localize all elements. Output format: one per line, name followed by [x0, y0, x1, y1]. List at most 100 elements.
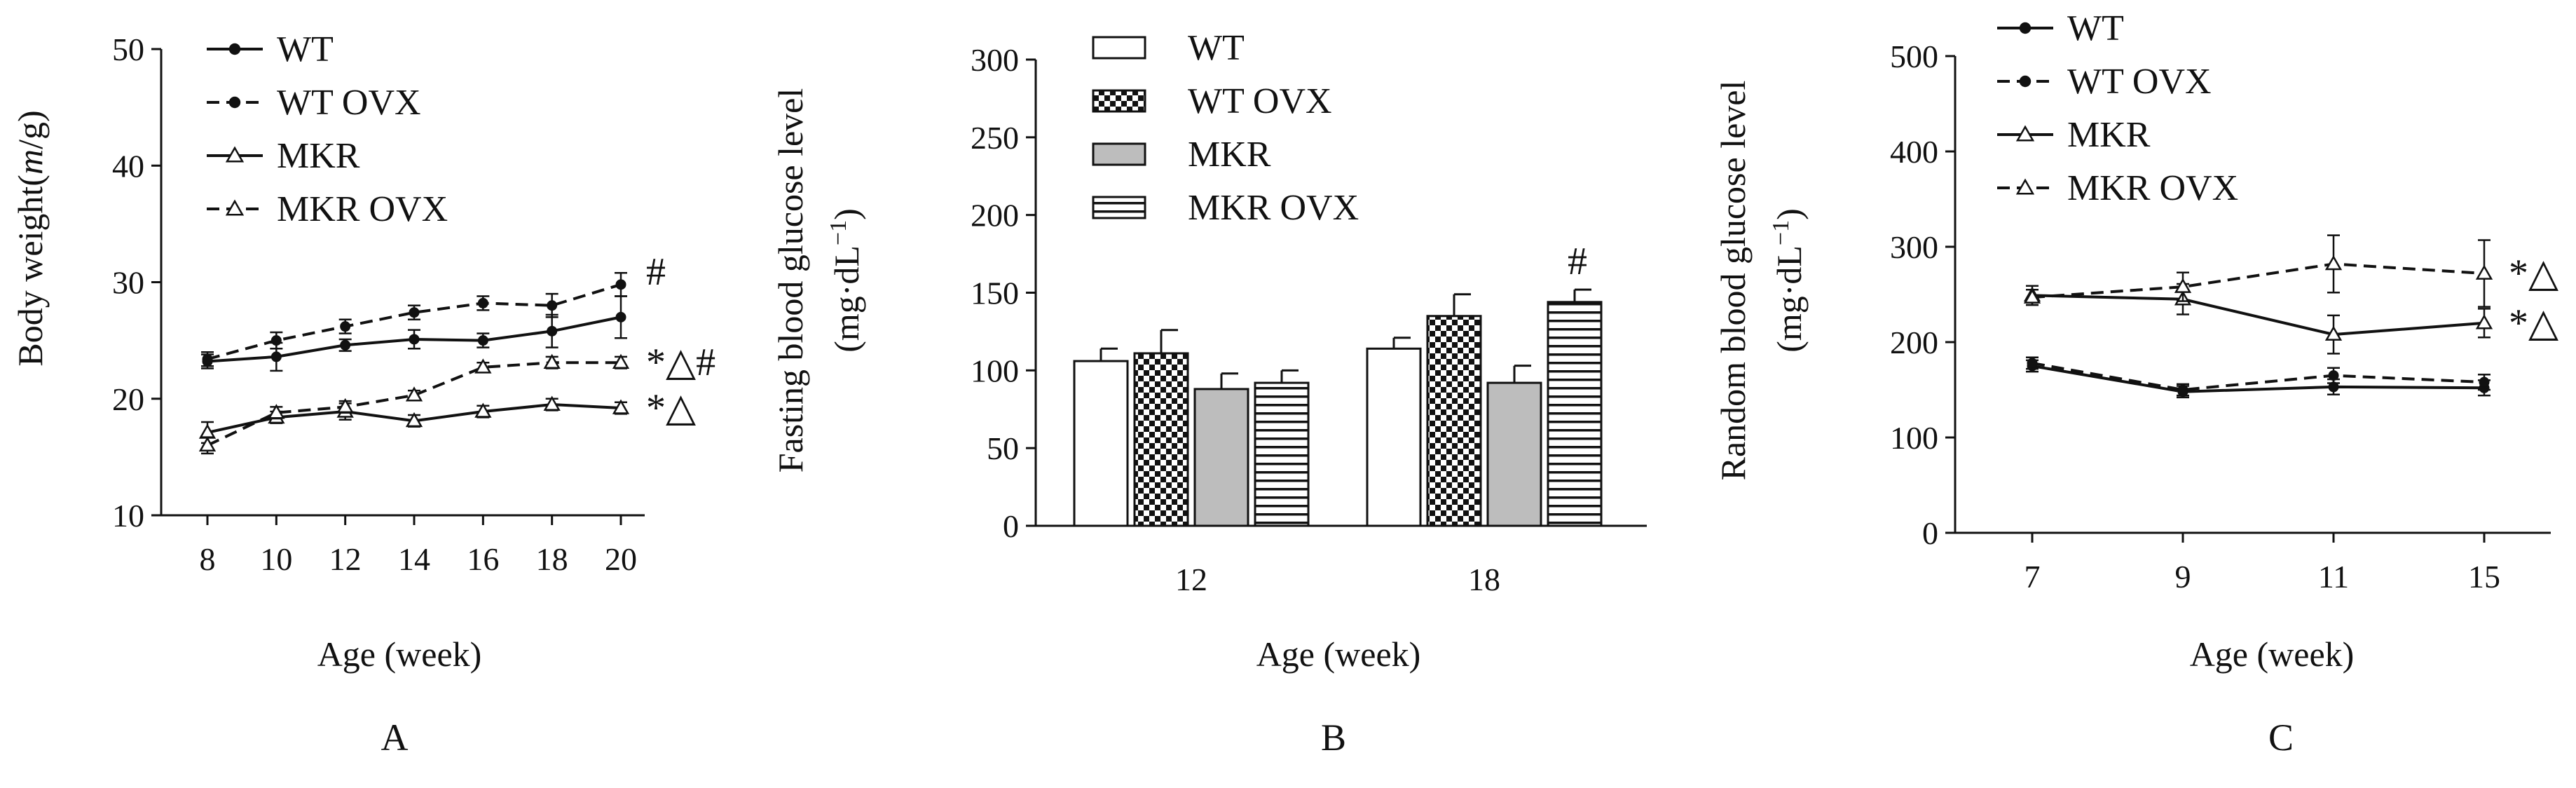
panel-a-point — [268, 404, 285, 419]
panel-a-point — [474, 402, 492, 418]
panel-a-x-tick-label: 18 — [536, 541, 568, 577]
panel-a-point — [543, 395, 561, 411]
panel-a-y-tick-label: 20 — [112, 381, 144, 417]
panel-b-legend-label: MKR OVX — [1188, 188, 1359, 228]
panel-a-ylabel-part-3: /g) — [11, 110, 50, 149]
panel-a-point — [336, 398, 354, 414]
panel-a-ylabel: Body weight(m/g) — [11, 110, 50, 366]
panel-c-series-line — [2032, 294, 2485, 337]
panel-b-legend-swatch — [1092, 142, 1146, 166]
panel-b-legend-swatch — [1092, 89, 1146, 113]
panel-c-series-line — [2032, 361, 2485, 392]
panel-c-x-tick-label: 9 — [2175, 559, 2191, 595]
panel-b-annotation: # — [1568, 240, 1587, 283]
panel-a-point — [612, 399, 630, 414]
panel-a-point — [547, 325, 558, 337]
panel-b-marks: 0 50 100 150 200 250 300 12 18 # WT WT OVX MKR MKR OV… — [971, 28, 1647, 597]
panel-a-y-tick-label: 40 — [112, 148, 144, 184]
panel-a-xlabel: Age (week) — [317, 634, 482, 674]
panel-a-point — [615, 311, 626, 322]
panel-c-point — [2027, 358, 2038, 369]
panel-a-legend-label: MKR — [277, 136, 360, 176]
panel-c-legend-marker — [2015, 178, 2035, 195]
panel-a-x-tick-label: 10 — [260, 541, 292, 577]
panel-c-legend-marker — [2019, 22, 2032, 34]
panel-b-legend-swatch — [1092, 36, 1146, 60]
panel-c-y-tick-label: 200 — [1890, 325, 1938, 360]
panel-a-annotation: *△ — [646, 386, 696, 430]
panel-a-point — [198, 436, 217, 451]
panel-c-letter: C — [2268, 716, 2294, 759]
panel-c-series-line — [2032, 262, 2485, 299]
panel-a-legend-marker — [228, 96, 241, 109]
panel-a-point — [202, 353, 213, 365]
panel-a-legend-label: WT OVX — [277, 83, 421, 123]
panel-c-point — [2023, 288, 2041, 304]
panel-c-legend-label: MKR OVX — [2067, 168, 2238, 208]
panel-a-point — [409, 334, 420, 345]
panel-b-y-tick-label: 100 — [971, 353, 1019, 388]
panel-b-ylabel-unit-text: (mg·dL — [827, 245, 866, 353]
panel-a-ylabel-part-2: m — [11, 149, 50, 175]
panel-a-annotation: *△# — [646, 341, 715, 384]
panel-c-ylabel-unit-close: ) — [1769, 208, 1809, 220]
panel-a-point — [477, 297, 488, 308]
panel-c-y-tick-label: 400 — [1890, 134, 1938, 170]
panel-a-letter: A — [381, 716, 409, 759]
panel-a-ylabel-part-1: Body weight( — [11, 175, 50, 367]
panel-c-point — [2479, 376, 2490, 388]
panel-b-legend-label: WT — [1188, 28, 1245, 68]
panel-a-point — [547, 300, 558, 311]
panel-b-ylabel-unit: (mg·dL−1) — [825, 208, 866, 353]
panel-a-point — [340, 321, 351, 332]
panel-c-y-tick-label: 500 — [1890, 39, 1938, 74]
panel-b-legend-label: WT OVX — [1188, 81, 1332, 121]
panel-b-y-tick-label: 200 — [971, 198, 1019, 233]
panel-a-legend-marker — [228, 43, 241, 55]
panel-b-bar — [1547, 301, 1603, 527]
panel-b-y-tick-label: 250 — [971, 120, 1019, 156]
panel-c: 0 100 200 300 400 500 7 9 11 15 *△ *△ WT WT OVX MKR MKR… — [1713, 8, 2558, 759]
panel-c-point — [2475, 314, 2493, 330]
panel-b-x-tick-label: 12 — [1175, 562, 1207, 597]
panel-b-y-tick-label: 300 — [971, 42, 1019, 78]
panel-c-marks: 0 100 200 300 400 500 7 9 11 15 *△ *△ WT WT OVX MKR MKR… — [1890, 8, 2558, 595]
panel-c-point — [2324, 254, 2343, 271]
panel-c-ylabel-unit-text: (mg·dL — [1769, 245, 1809, 353]
panel-a-point — [477, 335, 488, 346]
panel-a-point — [409, 307, 420, 318]
panel-a-y-tick-label: 50 — [112, 32, 144, 67]
panel-b-bar — [1254, 381, 1310, 527]
panel-c-point — [2324, 325, 2343, 341]
panel-b: 0 50 100 150 200 250 300 12 18 # WT WT OVX MKR MKR OV… — [771, 28, 1647, 759]
panel-b-bar — [1133, 352, 1189, 527]
panel-a-legend-marker — [225, 199, 245, 216]
panel-a-point — [612, 353, 630, 369]
panel-b-x-tick-label: 18 — [1468, 562, 1500, 597]
panel-c-annotation: *△ — [2509, 252, 2558, 295]
panel-b-y-tick-label: 50 — [987, 430, 1019, 466]
panel-c-ylabel: Random blood glucose level — [1713, 81, 1753, 481]
panel-c-legend-label: MKR — [2067, 115, 2151, 155]
panel-a-y-tick-label: 10 — [112, 498, 144, 534]
panel-a-x-tick-label: 12 — [329, 541, 362, 577]
panel-a-point — [270, 351, 282, 362]
panel-c-y-tick-label: 0 — [1922, 515, 1938, 551]
panel-c-x-tick-label: 15 — [2468, 559, 2500, 595]
panel-c-point — [2177, 384, 2188, 395]
panel-b-ylabel-unit-close: ) — [827, 208, 866, 220]
panel-b-letter: B — [1321, 716, 1346, 759]
panel-c-x-tick-label: 7 — [2025, 559, 2041, 595]
panel-c-legend-label: WT OVX — [2067, 62, 2212, 102]
panel-a: 10 20 30 40 50 8 10 12 14 16 18 20 # *△#*△ WT WT OVX MKR… — [11, 29, 715, 759]
panel-a-legend-label: MKR OVX — [277, 189, 448, 229]
panel-c-ylabel-unit: (mg·dL−1) — [1768, 208, 1809, 353]
panel-b-bar — [1193, 388, 1249, 527]
panel-b-y-tick-label: 150 — [971, 276, 1019, 311]
panel-a-point — [615, 279, 626, 290]
panel-a-point — [405, 386, 423, 402]
panel-a-legend-marker — [225, 146, 245, 163]
panel-b-ylabel: Fasting blood glucose level — [771, 88, 810, 473]
panel-a-point — [543, 353, 561, 369]
